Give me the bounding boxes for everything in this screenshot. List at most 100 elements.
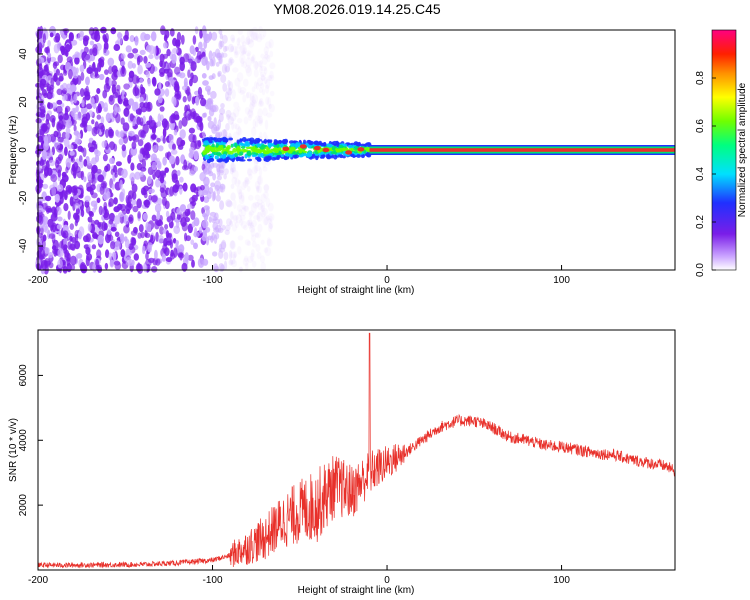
noise-speck bbox=[38, 215, 44, 225]
signal-speck bbox=[308, 141, 314, 146]
noise-speck bbox=[179, 129, 186, 139]
noise-speck bbox=[119, 179, 123, 190]
noise-speck bbox=[207, 115, 212, 122]
noise-speck bbox=[50, 77, 55, 88]
noise-speck bbox=[235, 221, 239, 229]
noise-speck bbox=[72, 143, 78, 149]
noise-speck bbox=[122, 135, 129, 144]
signal-speck bbox=[241, 137, 247, 142]
signal-peak bbox=[282, 146, 290, 151]
noise-speck bbox=[217, 227, 224, 234]
noise-speck bbox=[107, 228, 112, 236]
noise-speck bbox=[208, 31, 213, 40]
noise-speck bbox=[218, 250, 224, 259]
signal-speck bbox=[256, 143, 262, 147]
noise-speck bbox=[151, 266, 158, 273]
noise-speck bbox=[233, 122, 238, 130]
noise-speck bbox=[176, 170, 181, 176]
noise-speck bbox=[132, 205, 139, 213]
noise-speck bbox=[45, 119, 50, 125]
noise-speck bbox=[255, 82, 260, 90]
noise-speck bbox=[79, 88, 85, 97]
noise-speck bbox=[65, 44, 71, 53]
signal-speck bbox=[283, 156, 288, 161]
noise-speck bbox=[246, 29, 253, 38]
noise-speck bbox=[260, 53, 265, 59]
noise-speck bbox=[86, 182, 92, 191]
noise-speck bbox=[205, 103, 212, 110]
noise-speck bbox=[173, 247, 178, 258]
snr-y-tick-label: 4000 bbox=[18, 429, 29, 452]
noise-speck bbox=[73, 93, 78, 104]
noise-speck bbox=[162, 136, 166, 144]
signal-speck bbox=[277, 147, 282, 151]
noise-speck bbox=[63, 112, 69, 121]
noise-speck bbox=[255, 185, 260, 192]
signal-speck bbox=[276, 143, 280, 148]
noise-speck bbox=[202, 131, 206, 137]
noise-speck bbox=[201, 33, 208, 38]
signal-speck bbox=[347, 144, 353, 149]
noise-speck bbox=[246, 91, 252, 99]
noise-speck bbox=[36, 144, 41, 151]
noise-speck bbox=[219, 183, 226, 190]
noise-speck bbox=[47, 208, 53, 213]
noise-speck bbox=[250, 31, 258, 40]
noise-speck bbox=[226, 114, 231, 120]
noise-speck bbox=[212, 251, 218, 257]
noise-speck bbox=[218, 243, 223, 251]
noise-speck bbox=[108, 219, 114, 225]
noise-speck bbox=[268, 215, 273, 221]
signal-speck bbox=[290, 143, 296, 147]
noise-speck bbox=[65, 132, 70, 140]
noise-speck bbox=[97, 103, 102, 114]
noise-speck bbox=[37, 250, 42, 258]
signal-speck bbox=[204, 137, 209, 141]
noise-speck bbox=[39, 159, 45, 167]
noise-speck bbox=[176, 31, 182, 42]
noise-speck bbox=[120, 234, 125, 244]
signal-speck bbox=[273, 139, 278, 144]
signal-speck bbox=[246, 150, 252, 157]
noise-speck bbox=[140, 231, 145, 239]
noise-speck bbox=[94, 154, 100, 163]
noise-speck bbox=[154, 88, 161, 96]
noise-speck bbox=[241, 192, 245, 202]
noise-speck bbox=[166, 216, 172, 223]
noise-speck bbox=[259, 82, 265, 89]
noise-speck bbox=[144, 199, 151, 208]
noise-speck bbox=[268, 103, 272, 109]
noise-speck bbox=[231, 167, 236, 174]
noise-speck bbox=[91, 164, 98, 174]
noise-speck bbox=[181, 85, 188, 91]
noise-speck bbox=[237, 85, 242, 94]
noise-speck bbox=[187, 69, 191, 78]
noise-speck bbox=[161, 253, 166, 262]
noise-speck bbox=[87, 171, 92, 181]
signal-speck bbox=[267, 142, 271, 148]
noise-speck bbox=[44, 247, 50, 254]
noise-speck bbox=[264, 246, 272, 257]
noise-speck bbox=[73, 188, 78, 196]
noise-speck bbox=[158, 67, 166, 75]
signal-speck bbox=[213, 137, 216, 141]
noise-speck bbox=[111, 65, 118, 74]
noise-speck bbox=[258, 119, 263, 126]
noise-speck bbox=[201, 73, 207, 79]
noise-speck bbox=[90, 97, 95, 107]
noise-speck bbox=[115, 161, 122, 167]
noise-speck bbox=[192, 134, 197, 143]
noise-speck bbox=[84, 200, 90, 208]
signal-speck bbox=[269, 139, 273, 143]
noise-speck bbox=[230, 251, 237, 259]
noise-speck bbox=[74, 240, 81, 250]
noise-speck bbox=[258, 131, 263, 142]
noise-speck bbox=[155, 178, 161, 188]
noise-speck bbox=[265, 96, 270, 105]
noise-speck bbox=[47, 52, 52, 59]
noise-speck bbox=[142, 212, 148, 221]
noise-speck bbox=[63, 94, 68, 101]
noise-speck bbox=[235, 214, 243, 224]
noise-speck bbox=[229, 58, 235, 64]
noise-speck bbox=[251, 126, 257, 137]
